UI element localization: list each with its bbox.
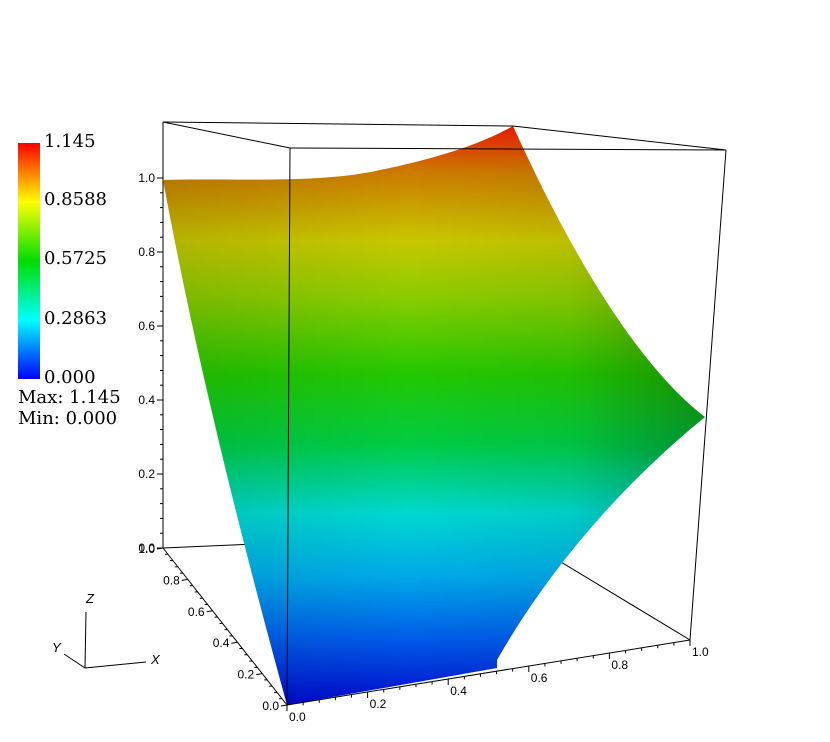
y-tick bbox=[156, 547, 164, 550]
x-tick-label: 0.6 bbox=[531, 671, 548, 685]
box-edge bbox=[286, 147, 291, 706]
min-readout: Min: 0.000 bbox=[18, 410, 117, 428]
z-tick-label: 0.4 bbox=[138, 393, 155, 407]
y-tick-label: 0.2 bbox=[238, 668, 255, 682]
colorbar-label-min: 0.000 bbox=[44, 367, 96, 388]
box-edge bbox=[689, 149, 727, 641]
colorbar-label-max: 1.145 bbox=[44, 131, 96, 152]
y-tick bbox=[206, 610, 213, 613]
x-tick-label: 0.2 bbox=[370, 697, 387, 711]
max-label: Max: bbox=[18, 387, 64, 408]
x-tick-label: 1.0 bbox=[692, 645, 709, 659]
y-tick-label: 0.8 bbox=[163, 573, 180, 587]
triad-z-line bbox=[84, 611, 87, 669]
triad-z-label: Z bbox=[85, 591, 95, 606]
triad-x-label: X bbox=[150, 652, 161, 667]
y-tick-label: 0.4 bbox=[213, 636, 230, 650]
triad-y-line bbox=[63, 653, 86, 669]
y-tick bbox=[256, 673, 263, 676]
box-edge bbox=[512, 125, 727, 151]
box-edge bbox=[289, 147, 727, 151]
surface-shading bbox=[163, 126, 705, 705]
x-tick-label: 0.8 bbox=[611, 658, 628, 672]
triad-x-line bbox=[84, 661, 147, 669]
x-tick-label: 0.0 bbox=[289, 710, 306, 724]
box-edge bbox=[162, 547, 288, 706]
colorbar-label-2: 0.8588 bbox=[44, 189, 107, 210]
y-tick bbox=[231, 641, 238, 644]
colorbar-label-4: 0.2863 bbox=[44, 308, 107, 329]
box-edge bbox=[286, 639, 691, 706]
y-tick-label: 0.6 bbox=[188, 605, 205, 619]
z-tick-label: 0.6 bbox=[138, 319, 155, 333]
y-tick-label: 0.0 bbox=[262, 699, 279, 713]
z-tick-label: 0.0 bbox=[138, 541, 155, 555]
axes-triad bbox=[63, 611, 147, 669]
min-label: Min: bbox=[18, 408, 60, 429]
z-tick-label: 0.8 bbox=[138, 245, 155, 259]
z-tick-label: 1.0 bbox=[138, 171, 155, 185]
box-edge bbox=[162, 121, 514, 127]
colorbar bbox=[18, 143, 40, 379]
min-value: 0.000 bbox=[65, 408, 118, 429]
box-front-edges bbox=[162, 121, 727, 706]
colorbar-label-3: 0.5725 bbox=[44, 248, 107, 269]
y-tick bbox=[181, 578, 188, 581]
max-readout: Max: 1.145 bbox=[18, 389, 121, 407]
max-value: 1.145 bbox=[69, 387, 121, 408]
box-edge bbox=[162, 121, 291, 149]
triad-y-label: Y bbox=[52, 640, 62, 655]
z-tick-label: 0.2 bbox=[138, 467, 155, 481]
y-tick bbox=[280, 704, 288, 707]
axis-ticks: 0.00.20.40.60.81.00.00.20.40.60.81.00.00… bbox=[138, 171, 709, 724]
y-tick-label: 1.0 bbox=[138, 542, 155, 556]
x-tick-label: 0.4 bbox=[450, 684, 467, 698]
